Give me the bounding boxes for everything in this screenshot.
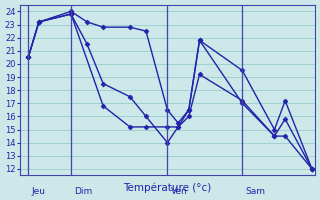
- Text: Jeu: Jeu: [31, 187, 45, 196]
- Text: Dim: Dim: [74, 187, 92, 196]
- Text: Sam: Sam: [245, 187, 266, 196]
- Text: Ven: Ven: [171, 187, 187, 196]
- X-axis label: Température (°c): Température (°c): [123, 182, 212, 193]
